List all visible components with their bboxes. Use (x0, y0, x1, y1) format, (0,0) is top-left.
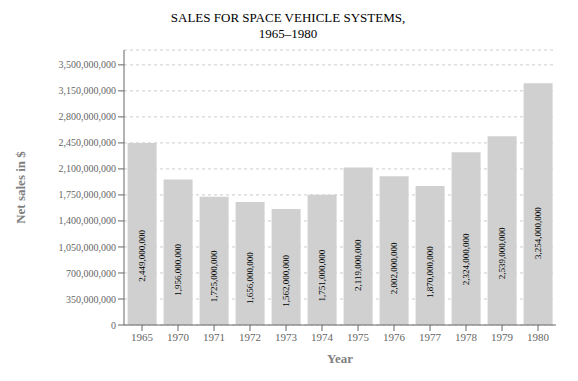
svg-text:1975: 1975 (347, 331, 370, 343)
svg-text:1977: 1977 (419, 331, 442, 343)
svg-text:1,400,000,000: 1,400,000,000 (59, 215, 117, 226)
svg-text:Year: Year (327, 351, 353, 366)
svg-text:2,800,000,000: 2,800,000,000 (59, 111, 117, 122)
svg-text:1,656,000,000: 1,656,000,000 (245, 252, 255, 304)
svg-text:1,050,000,000: 1,050,000,000 (59, 242, 117, 253)
svg-text:3,500,000,000: 3,500,000,000 (59, 59, 117, 70)
svg-text:1976: 1976 (383, 331, 406, 343)
svg-text:2,002,000,000: 2,002,000,000 (389, 242, 399, 294)
svg-text:1,956,000,000: 1,956,000,000 (173, 243, 183, 295)
svg-text:3,254,000,000: 3,254,000,000 (533, 207, 543, 259)
svg-text:1973: 1973 (275, 331, 298, 343)
svg-text:2,449,000,000: 2,449,000,000 (137, 229, 147, 281)
svg-text:1,751,000,000: 1,751,000,000 (317, 249, 327, 301)
svg-text:0: 0 (111, 320, 116, 331)
svg-text:1979: 1979 (491, 331, 514, 343)
svg-text:1,750,000,000: 1,750,000,000 (59, 189, 117, 200)
svg-text:1972: 1972 (239, 331, 261, 343)
svg-text:3,150,000,000: 3,150,000,000 (59, 85, 117, 96)
svg-text:700,000,000: 700,000,000 (66, 268, 116, 279)
svg-text:1,725,000,000: 1,725,000,000 (209, 250, 219, 302)
svg-text:1,562,000,000: 1,562,000,000 (281, 255, 291, 307)
html-text:SALES FOR SPACE VEHICLE SYSTEM: SALES FOR SPACE VEHICLE SYSTEMS, (170, 10, 406, 25)
svg-text:1980: 1980 (527, 331, 550, 343)
svg-text:Net sales in $: Net sales in $ (13, 151, 28, 224)
svg-text:2,450,000,000: 2,450,000,000 (59, 137, 117, 148)
svg-text:2,539,000,000: 2,539,000,000 (497, 227, 507, 279)
svg-text:350,000,000: 350,000,000 (66, 294, 116, 305)
svg-text:2,100,000,000: 2,100,000,000 (59, 163, 117, 174)
svg-text:2,119,000,000: 2,119,000,000 (353, 239, 363, 291)
svg-text:1,870,000,000: 1,870,000,000 (425, 246, 435, 298)
svg-text:1970: 1970 (167, 331, 190, 343)
svg-text:1974: 1974 (311, 331, 334, 343)
svg-text:1965: 1965 (131, 331, 154, 343)
svg-text:2,324,000,000: 2,324,000,000 (461, 233, 471, 285)
svg-text:1971: 1971 (203, 331, 225, 343)
svg-text:1978: 1978 (455, 331, 478, 343)
html-text:1965–1980: 1965–1980 (258, 26, 318, 41)
